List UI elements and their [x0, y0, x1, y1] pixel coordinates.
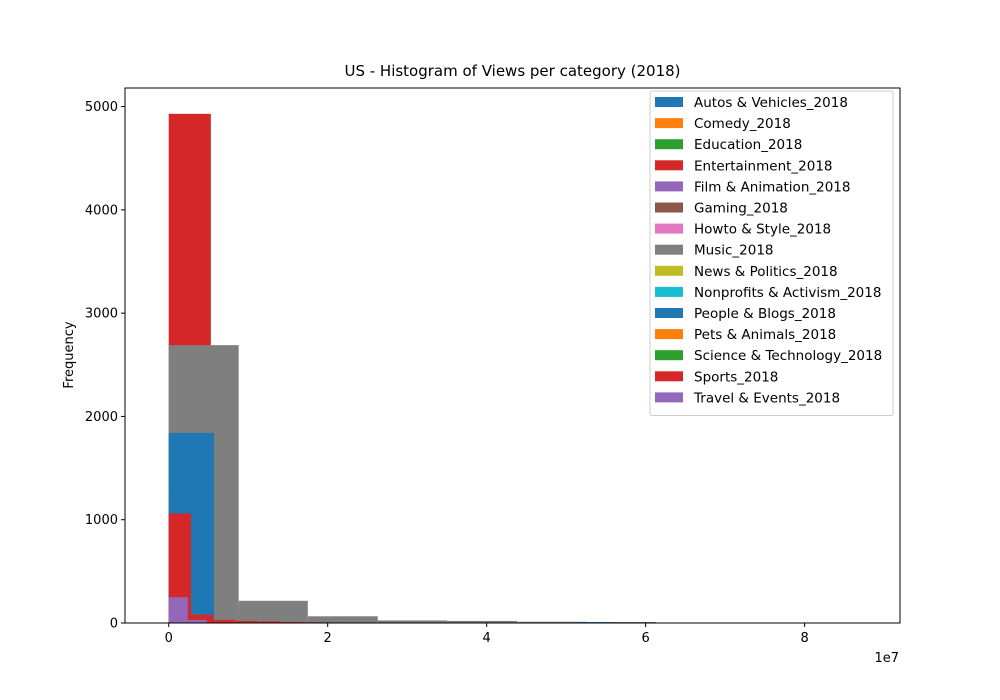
- legend-swatch-4: [655, 181, 683, 192]
- bars-layer: [168, 113, 726, 623]
- legend-swatch-13: [655, 371, 683, 382]
- bar-series-7-bin-4: [446, 620, 517, 623]
- bar-series-7-bin-6: [586, 621, 656, 623]
- x-tick-label-1: 2: [324, 631, 332, 646]
- x-axis-offset-label: 1e7: [874, 651, 899, 666]
- legend-box: [649, 90, 894, 416]
- legend-swatch-14: [655, 392, 683, 403]
- legend-label-14: Travel & Events_2018: [693, 390, 840, 406]
- bar-series-7-bin-5: [516, 621, 587, 623]
- legend-swatch-10: [655, 308, 683, 318]
- x-tick-label-4: 8: [800, 631, 808, 646]
- x-tick-label-0: 0: [165, 631, 173, 646]
- bar-series-13-bin-0: [168, 513, 191, 623]
- y-tick-label-2: 2000: [85, 410, 118, 425]
- bar-series-14-bin-0: [168, 597, 188, 623]
- x-tick-label-2: 4: [483, 631, 491, 646]
- legend-label-1: Comedy_2018: [694, 116, 791, 132]
- legend-swatch-0: [655, 97, 683, 107]
- x-axis-ticks: 0 2 4 6 8: [165, 623, 809, 646]
- bar-series-13-bin-2: [213, 619, 236, 623]
- bar-series-7-bin-1: [238, 600, 308, 623]
- legend-label-0: Autos & Vehicles_2018: [694, 95, 848, 111]
- y-tick-label-0: 0: [110, 617, 118, 632]
- legend-label-5: Gaming_2018: [694, 201, 788, 217]
- bar-series-13-bin-5: [280, 621, 303, 623]
- bar-series-7-bin-2: [307, 616, 378, 623]
- legend-label-12: Science & Technology_2018: [694, 348, 882, 364]
- legend-swatch-5: [655, 202, 683, 213]
- legend-label-11: Pets & Animals_2018: [694, 327, 836, 343]
- bar-series-13-bin-3: [235, 620, 258, 623]
- y-axis-ticks: 0 1000 2000 3000 4000 5000: [85, 100, 125, 632]
- legend-label-9: Nonprofits & Activism_2018: [694, 285, 881, 301]
- x-tick-label-3: 6: [642, 631, 650, 646]
- legend-label-10: People & Blogs_2018: [694, 306, 836, 322]
- legend-label-6: Howto & Style_2018: [694, 222, 831, 238]
- chart-title: US - Histogram of Views per category (20…: [344, 62, 680, 80]
- legend-label-13: Sports_2018: [694, 369, 778, 385]
- legend-label-3: Entertainment_2018: [694, 158, 833, 174]
- legend-swatch-1: [655, 118, 683, 129]
- legend-swatch-9: [655, 286, 683, 297]
- legend-label-8: News & Politics_2018: [694, 264, 838, 280]
- legend: Autos & Vehicles_2018 Comedy_2018 Educatio…: [649, 90, 894, 416]
- bar-series-14-bin-1: [187, 619, 207, 623]
- y-tick-label-5: 5000: [85, 100, 118, 115]
- bar-series-13-bin-4: [257, 621, 280, 623]
- y-tick-label-3: 3000: [85, 307, 118, 322]
- y-tick-label-1: 1000: [85, 513, 118, 528]
- y-axis-label: Frequency: [62, 321, 77, 388]
- plot-frame: [124, 87, 901, 624]
- legend-label-7: Music_2018: [694, 243, 774, 259]
- y-tick-label-4: 4000: [85, 203, 118, 218]
- legend-label-2: Education_2018: [694, 137, 802, 153]
- legend-swatch-11: [655, 329, 683, 340]
- legend-swatch-12: [655, 350, 683, 361]
- legend-swatch-3: [655, 160, 683, 171]
- legend-swatch-2: [655, 139, 683, 150]
- legend-label-4: Film & Animation_2018: [694, 179, 850, 195]
- bar-series-13-bin-1: [190, 614, 214, 623]
- legend-swatch-6: [655, 223, 683, 234]
- legend-swatch-8: [655, 265, 683, 276]
- legend-swatch-7: [655, 244, 683, 255]
- bar-series-7-bin-3: [377, 620, 447, 623]
